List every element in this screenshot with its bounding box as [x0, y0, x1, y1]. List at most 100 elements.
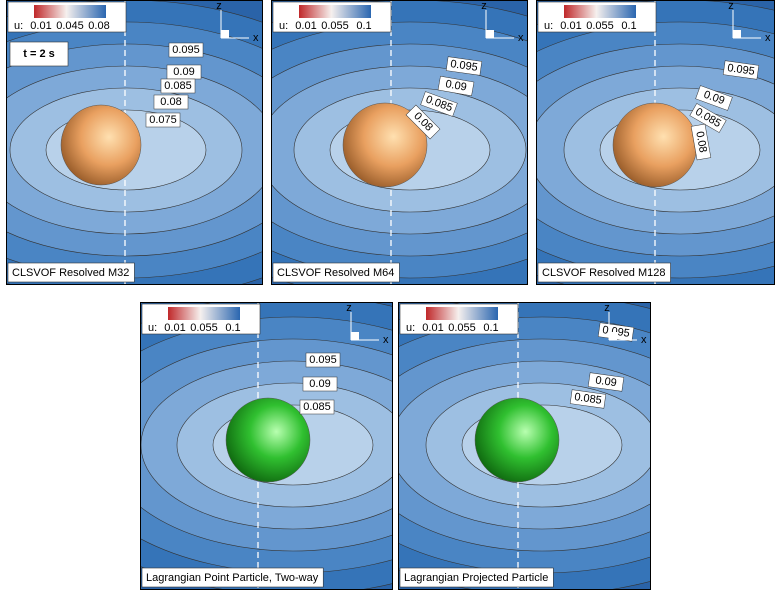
legend-tick: 0.055: [448, 322, 476, 334]
contour-label-box: [153, 94, 189, 110]
axis-x-label: x: [641, 334, 647, 346]
axis-z-label: z: [604, 302, 610, 314]
contour-label-group: 0.075: [145, 112, 181, 128]
legend-gradient: [34, 5, 106, 18]
contour-label-group: 0.08: [690, 123, 712, 161]
particle: [60, 104, 142, 186]
contour-label-group: 0.095: [305, 352, 341, 368]
particle: [225, 397, 311, 483]
legend-tick: 0.1: [483, 322, 498, 334]
contour-label-group: 0.09: [166, 64, 202, 80]
contour-label: 0.085: [574, 391, 603, 407]
caption: Lagrangian Projected Particle: [404, 572, 548, 584]
contour-label: 0.095: [309, 354, 337, 366]
contour-label-group: 0.085: [160, 78, 196, 94]
contour-label: 0.09: [444, 78, 467, 94]
particle: [612, 102, 698, 188]
contour-label-box: [437, 75, 475, 97]
contour-label-box: [145, 112, 181, 128]
legend-prefix: u:: [148, 322, 157, 334]
legend-gradient: [564, 5, 636, 18]
contour-label: 0.09: [595, 374, 618, 389]
caption-box: [399, 567, 554, 588]
legend-prefix: u:: [14, 20, 23, 32]
contour-label-group: 0.095: [722, 60, 760, 80]
caption-box: [272, 262, 400, 283]
legend-tick: 0.1: [621, 20, 636, 32]
legend-gradient: [426, 307, 498, 320]
time-label: t = 2 s: [23, 48, 55, 60]
legend-tick: 0.055: [586, 20, 614, 32]
legend-tick: 0.1: [356, 20, 371, 32]
axis-x-label: x: [765, 32, 771, 44]
panel-border: [140, 302, 393, 590]
legend-prefix: u:: [406, 322, 415, 334]
contour-label-box: [722, 60, 760, 80]
legend-gradient: [168, 307, 240, 320]
caption: CLSVOF Resolved M32: [12, 267, 129, 279]
axis-x-label: x: [383, 334, 389, 346]
particle: [342, 102, 428, 188]
contour-label: 0.085: [164, 80, 192, 92]
axis-z-label: z: [346, 302, 352, 314]
legend-tick: 0.01: [295, 20, 316, 32]
contour-label-box: [305, 352, 341, 368]
legend-tick: 0.055: [190, 322, 218, 334]
contour-label-box: [299, 399, 335, 415]
contour-label: 0.09: [173, 66, 194, 78]
caption-box: [141, 567, 324, 588]
legend-tick: 0.08: [88, 20, 109, 32]
axis-x-label: x: [253, 32, 259, 44]
contour-label: 0.08: [160, 96, 181, 108]
contour-label: 0.08: [693, 130, 709, 153]
contour-label-box: [160, 78, 196, 94]
axis-origin: [221, 30, 229, 38]
axis-z-label: z: [216, 0, 222, 12]
panel-content: 0.095 0.09 0.085 0.08 0.075 u: 0.01 0.045 0.08 t …: [6, 0, 263, 285]
contour-label-box: [302, 376, 338, 392]
axis-origin: [351, 332, 359, 340]
contour-label: 0.09: [309, 378, 330, 390]
contour-label-box: [690, 123, 712, 161]
caption: Lagrangian Point Particle, Two-way: [146, 572, 319, 584]
contour-label-group: 0.085: [299, 399, 335, 415]
contour-label-box: [445, 56, 483, 76]
contour-label-box: [587, 372, 625, 392]
axis-z-label: z: [481, 0, 487, 12]
contour-label: 0.095: [450, 58, 479, 74]
contour-label: 0.095: [172, 44, 200, 56]
axis-z-label: z: [728, 0, 734, 12]
panel-border: [271, 0, 528, 285]
contour-label: 0.095: [727, 62, 756, 78]
caption-box: [537, 262, 671, 283]
panel-border: [6, 0, 263, 285]
contour-label-group: 0.09: [302, 376, 338, 392]
axis-origin: [609, 332, 617, 340]
contour-label-box: [695, 85, 733, 111]
axis-origin: [733, 30, 741, 38]
legend-tick: 0.01: [30, 20, 51, 32]
contour-label: 0.085: [303, 401, 331, 413]
legend-tick: 0.045: [56, 20, 84, 32]
contour-label-group: 0.08: [153, 94, 189, 110]
caption: CLSVOF Resolved M128: [542, 267, 666, 279]
contour-label-group: 0.09: [695, 85, 733, 111]
contour-label-group: 0.085: [569, 389, 607, 409]
legend-tick: 0.1: [225, 322, 240, 334]
contour-label-box: [405, 104, 441, 140]
legend-gradient: [299, 5, 371, 18]
legend-prefix: u:: [544, 20, 553, 32]
contour-label-group: 0.09: [437, 75, 475, 97]
contour-label-group: 0.095: [168, 42, 204, 58]
particle: [474, 397, 560, 483]
contour-label-group: 0.095: [445, 56, 483, 76]
caption-box: [7, 262, 135, 283]
legend-tick: 0.01: [422, 322, 443, 334]
